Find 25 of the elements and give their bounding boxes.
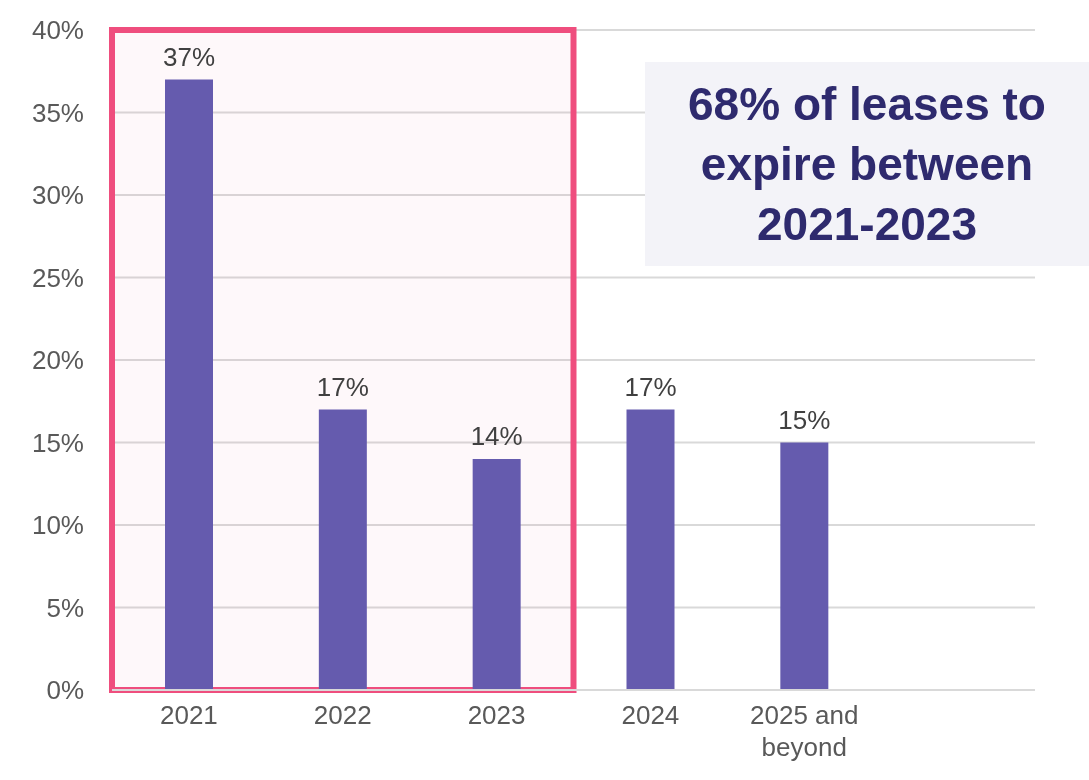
y-tick-label: 30% [31,180,84,211]
x-tick-label: 2025 and beyond [750,700,859,762]
y-tick-label: 5% [46,592,84,623]
y-tick-label: 20% [31,345,84,376]
bar [472,459,521,690]
x-tick-label: 2024 [621,700,680,730]
x-tick-label: 2023 [467,700,526,730]
y-tick-label: 10% [31,510,84,541]
x-tick-label: 2021 [159,700,218,730]
data-label: 14% [470,421,523,451]
y-tick-label: 25% [31,262,84,293]
bar [318,409,367,690]
y-tick-label: 0% [46,675,84,706]
y-tick-label: 35% [31,97,84,128]
bar [165,79,213,690]
data-label: 15% [778,404,831,435]
bar [626,409,675,690]
y-tick-label: 15% [31,427,84,458]
data-label: 17% [624,371,677,402]
bar [780,442,829,690]
x-tick-label: 2022 [313,700,372,730]
annotation: 68% of leases to expire between 2021-2023 [645,62,1089,266]
data-label: 37% [162,41,216,72]
data-label: 17% [316,371,369,402]
y-tick-label: 40% [31,15,84,46]
